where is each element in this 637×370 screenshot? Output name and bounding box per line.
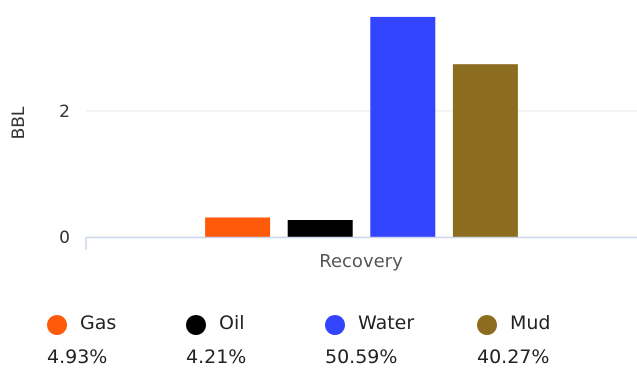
legend-label: Water (358, 312, 415, 334)
legend: Gas 4.93% Oil 4.21% Water 50.59% Mud 40.27% (0, 308, 637, 370)
bar-gas[interactable] (205, 217, 271, 238)
bar-oil[interactable] (287, 220, 353, 237)
legend-percent: 50.59% (325, 346, 398, 368)
legend-marker (47, 315, 67, 335)
y-tick-label: 2 (59, 102, 70, 122)
bars (205, 16, 518, 238)
legend-percent: 4.21% (186, 346, 247, 368)
legend-label: Gas (80, 312, 117, 334)
legend-label: Oil (219, 312, 245, 334)
legend-marker (477, 315, 497, 335)
bar-water[interactable] (370, 16, 436, 238)
bar-mud[interactable] (452, 64, 518, 237)
legend-percent: 40.27% (477, 346, 550, 368)
legend-percent: 4.93% (47, 346, 108, 368)
legend-marker (325, 315, 345, 335)
y-tick-label: 0 (59, 228, 70, 248)
legend-marker (186, 315, 206, 335)
y-axis-label: BBL (9, 106, 29, 139)
x-category-label: Recovery (319, 251, 403, 272)
legend-label: Mud (510, 312, 551, 334)
bar-chart: 02 BBL Recovery (9, 16, 637, 272)
y-tick-labels: 02 (59, 102, 70, 248)
